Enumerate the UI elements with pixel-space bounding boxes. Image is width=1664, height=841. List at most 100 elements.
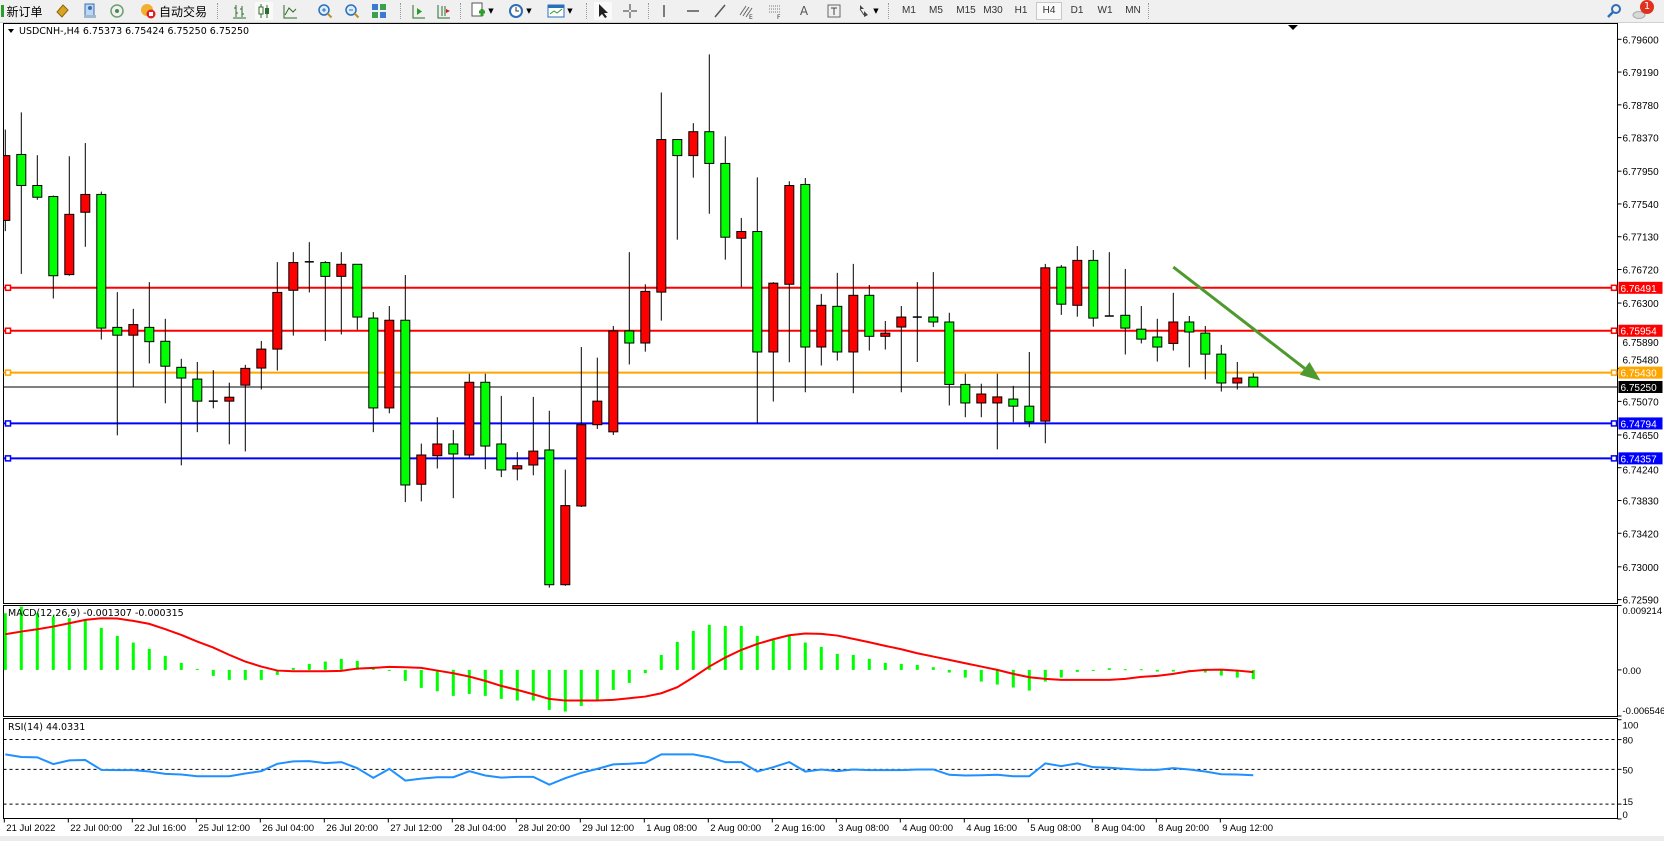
cursor-icon[interactable]: [594, 2, 612, 20]
price-axis-label: 6.78780: [1623, 101, 1660, 112]
macd-histogram-bar: [1235, 669, 1239, 678]
candle-body: [848, 294, 859, 353]
candle-body: [1168, 321, 1179, 344]
signals-icon[interactable]: [108, 2, 126, 20]
timeframe-h1[interactable]: H1: [1014, 5, 1028, 16]
tile-windows-icon[interactable]: [370, 2, 388, 20]
macd-histogram-bar: [947, 669, 951, 673]
chart-shift-marker-icon[interactable]: [1288, 25, 1298, 30]
macd-histogram-bar: [323, 661, 327, 670]
candle-body: [800, 183, 811, 348]
macd-histogram-bar: [595, 669, 599, 701]
level-anchor-handle[interactable]: [4, 284, 12, 292]
candle-body: [3, 155, 11, 221]
timeframe-h4[interactable]: H4: [1036, 2, 1062, 20]
macd-histogram-bar: [243, 669, 247, 680]
fibonacci-e-icon[interactable]: E: [737, 2, 755, 20]
level-anchor-handle[interactable]: [1610, 369, 1618, 376]
vertical-line-icon[interactable]: [655, 2, 673, 20]
candle-body: [1152, 336, 1163, 348]
gold-diamond-icon[interactable]: [53, 2, 71, 20]
zoom-out-icon[interactable]: [343, 2, 361, 20]
macd-histogram-bar: [627, 669, 631, 683]
candle-body: [512, 465, 523, 470]
timeframe-m1[interactable]: M1: [902, 5, 916, 16]
market-watch-icon[interactable]: [81, 2, 99, 20]
level-anchor-handle[interactable]: [1610, 327, 1618, 334]
timeframe-mn[interactable]: MN: [1125, 5, 1141, 16]
auto-trading-button[interactable]: 自动交易: [136, 2, 210, 20]
arrows-button[interactable]: ▼: [853, 2, 883, 20]
notification-icon[interactable]: [1630, 2, 1648, 20]
separator: [888, 3, 890, 19]
candle-body: [784, 184, 795, 285]
timeframe-d1[interactable]: D1: [1070, 5, 1084, 16]
macd-histogram-bar: [787, 634, 791, 670]
bar-chart-icon[interactable]: [230, 2, 248, 20]
timeframe-m5[interactable]: M5: [929, 5, 943, 16]
crosshair-icon[interactable]: [621, 2, 639, 20]
new-order-button[interactable]: 新订单: [0, 2, 44, 20]
level-price-label: 6.76491: [1621, 284, 1658, 295]
trendline-icon[interactable]: [711, 2, 729, 20]
timeframe-m15[interactable]: M15: [956, 5, 976, 16]
rsi-axis-label: 100: [1623, 721, 1639, 732]
auto-scroll-icon[interactable]: [409, 2, 427, 20]
timeframe-w1[interactable]: W1: [1097, 5, 1113, 16]
timeframe-m30[interactable]: M30: [983, 5, 1003, 16]
candle-body: [736, 231, 747, 239]
chevron-down-icon: ▼: [873, 7, 879, 15]
candle-body: [288, 262, 299, 291]
candle-body: [224, 396, 235, 402]
level-anchor-handle[interactable]: [4, 327, 12, 334]
price-axis-label: 6.75070: [1623, 397, 1660, 408]
time-axis-label: 29 Jul 12:00: [582, 823, 634, 834]
text-label-icon[interactable]: [825, 2, 843, 20]
time-axis-label: 25 Jul 12:00: [198, 823, 250, 834]
macd-histogram-bar: [211, 669, 215, 676]
time-axis-label: 26 Jul 20:00: [326, 823, 378, 834]
new-chart-button[interactable]: ▼: [467, 2, 497, 20]
macd-axis-label: -0.006546: [1623, 706, 1664, 717]
candle-body: [1120, 314, 1131, 329]
chevron-down-icon: ▼: [567, 7, 573, 15]
candle-body: [1040, 267, 1051, 422]
candlestick-icon[interactable]: [255, 2, 273, 20]
chart-symbol-header: USDCNH-,H4 6.75373 6.75424 6.75250 6.752…: [19, 26, 249, 37]
price-label-box: [1618, 417, 1663, 430]
horizontal-line-icon[interactable]: [684, 2, 702, 20]
notification-badge[interactable]: 1: [1640, 0, 1654, 14]
macd-histogram-bar: [707, 624, 711, 670]
candle-body: [608, 330, 619, 433]
level-anchor-handle[interactable]: [4, 420, 12, 427]
templates-button[interactable]: ▼: [544, 2, 576, 20]
auto-trading-icon: [140, 4, 156, 19]
macd-histogram-bar: [1171, 669, 1175, 672]
level-anchor-handle[interactable]: [1610, 420, 1618, 427]
price-axis-label: 6.78370: [1623, 134, 1660, 145]
candle-body: [864, 294, 875, 337]
separator: [586, 3, 588, 19]
time-axis-label: 28 Jul 04:00: [454, 823, 506, 834]
periods-button[interactable]: ▼: [505, 2, 535, 20]
macd-signal-line: [5, 617, 1254, 702]
candle-body: [688, 131, 699, 157]
zoom-in-icon[interactable]: [316, 2, 334, 20]
line-chart-icon[interactable]: [281, 2, 299, 20]
search-icon[interactable]: [1605, 2, 1623, 20]
level-anchor-handle[interactable]: [4, 455, 12, 462]
macd-histogram-bar: [915, 664, 919, 670]
level-anchor-handle[interactable]: [1610, 455, 1618, 462]
macd-histogram-bar: [995, 669, 999, 685]
level-anchor-handle[interactable]: [4, 369, 12, 376]
trend-arrow-line[interactable]: [1172, 265, 1306, 370]
candle-body: [352, 263, 363, 318]
chart-shift-icon[interactable]: [434, 2, 452, 20]
status-strip: [0, 836, 1664, 841]
macd-histogram-bar: [3, 613, 7, 670]
rsi-label: RSI(14) 44.0331: [8, 722, 85, 733]
text-icon[interactable]: A: [795, 2, 813, 20]
level-anchor-handle[interactable]: [1610, 284, 1618, 292]
fibonacci-f-icon[interactable]: F: [766, 2, 784, 20]
